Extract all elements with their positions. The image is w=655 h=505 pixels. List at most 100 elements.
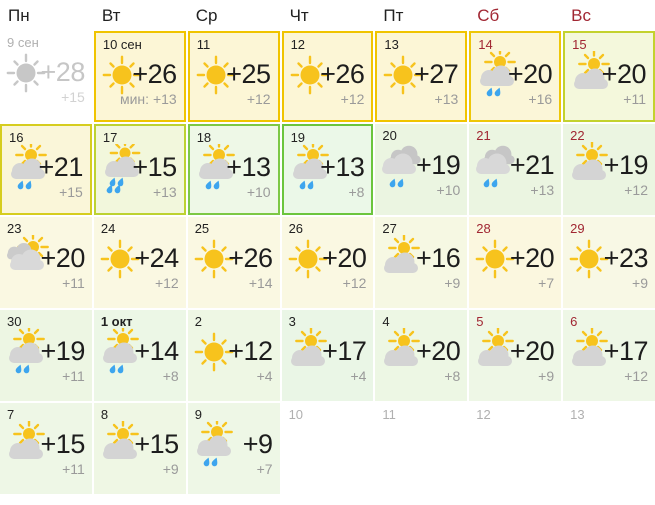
- weekday-label: Вс: [571, 6, 591, 25]
- high-temp: +20: [322, 243, 367, 273]
- low-temp: +15: [61, 89, 85, 105]
- low-temp: +7: [256, 461, 273, 477]
- cell-date: 20: [382, 128, 397, 143]
- day-cell[interactable]: 13: [563, 403, 655, 494]
- low-temp: +11: [62, 368, 85, 384]
- cell-date: 19: [290, 130, 306, 145]
- low-temp: +9: [538, 368, 555, 384]
- high-temp: +27: [413, 59, 459, 89]
- day-cell[interactable]: 28 +20 +7: [469, 217, 562, 308]
- cell-date: 4: [382, 314, 390, 329]
- cell-date: 3: [288, 314, 296, 329]
- low-temp: +8: [348, 184, 365, 200]
- sun-icon: [566, 235, 614, 285]
- low-temp: +10: [246, 184, 271, 200]
- day-cell[interactable]: 26 +20 +12: [281, 217, 374, 308]
- day-cell[interactable]: 9 сен +28 +15: [0, 31, 92, 122]
- day-cell[interactable]: 12 +26 +12: [281, 31, 374, 122]
- day-cell[interactable]: 12: [469, 403, 561, 494]
- low-temp: +14: [248, 275, 273, 291]
- day-cell[interactable]: 4 +20 +8: [375, 310, 468, 401]
- day-cell[interactable]: 22 +19 +12: [563, 124, 655, 215]
- cell-date: 10 сен: [102, 37, 142, 52]
- sun-cloud-rain-icon: [474, 51, 522, 101]
- day-cell[interactable]: 17 +15 +13: [93, 124, 186, 215]
- cell-date: 21: [476, 128, 491, 143]
- day-cell[interactable]: 19 +13 +8: [281, 124, 374, 215]
- cell-date: 16: [9, 130, 24, 145]
- low-temp: +11: [62, 461, 85, 477]
- day-cell[interactable]: 5 +20 +9: [469, 310, 562, 401]
- weekday-label: Ср: [195, 6, 218, 25]
- day-cell[interactable]: 1 окт +14 +8: [93, 310, 186, 401]
- low-temp: +8: [162, 368, 179, 384]
- sun-icon: [97, 235, 145, 285]
- low-temp: +12: [624, 182, 648, 198]
- cell-date: 13: [384, 37, 399, 52]
- low-temp: +16: [528, 91, 553, 107]
- high-temp: +19: [40, 336, 86, 366]
- cell-date: 12: [476, 407, 491, 422]
- cell-date: 9 сен: [7, 35, 39, 50]
- day-cell[interactable]: 11 +25 +12: [187, 31, 280, 122]
- sun-icon: [191, 235, 239, 285]
- sun-icon: [99, 51, 147, 101]
- day-cell[interactable]: 10 сен +26 мин: +13: [93, 31, 186, 122]
- day-cell[interactable]: 9 +9 +7: [187, 403, 280, 494]
- day-cell[interactable]: 23 +20 +11: [0, 217, 92, 308]
- cell-date: 23: [7, 221, 22, 236]
- high-temp: +21: [38, 152, 84, 182]
- low-temp: +4: [256, 368, 273, 384]
- sun-icon: [287, 51, 335, 101]
- sun-cloud-rain-icon: [287, 144, 335, 194]
- high-temp: +19: [603, 150, 649, 180]
- high-temp: +23: [603, 243, 649, 273]
- cell-date: 28: [476, 221, 491, 236]
- day-cell[interactable]: 15 +20 +11: [563, 31, 655, 122]
- cell-date: 5: [476, 314, 484, 329]
- weekday-label: Пт: [383, 6, 404, 25]
- sun-gray-icon: [3, 49, 51, 99]
- sun-cloud-rain4-icon: [99, 144, 147, 194]
- day-cell[interactable]: 2 +12 +4: [187, 310, 280, 401]
- day-cell[interactable]: 8 +15 +9: [93, 403, 186, 494]
- cell-date: 27: [382, 221, 397, 236]
- clouds-sun-icon: [3, 235, 51, 285]
- day-cell[interactable]: 16 +21 +15: [0, 124, 92, 215]
- day-cell[interactable]: 30 +19 +11: [0, 310, 92, 401]
- cell-date: 24: [100, 221, 116, 236]
- cell-date: 11: [382, 407, 396, 422]
- sun-cloud-icon: [568, 51, 616, 101]
- weekday-label: Сб: [477, 6, 500, 25]
- low-temp: +13: [434, 91, 459, 107]
- day-cell[interactable]: 24 +24 +12: [93, 217, 186, 308]
- day-cell[interactable]: 14 +20 +16: [469, 31, 562, 122]
- sun-cloud-icon: [566, 142, 614, 192]
- sun-cloud-rain-icon: [191, 421, 239, 471]
- day-cell[interactable]: 18 +13 +10: [187, 124, 280, 215]
- high-temp: +16: [415, 243, 461, 273]
- high-temp: +14: [134, 336, 179, 366]
- high-temp: +20: [507, 59, 553, 89]
- high-temp: +26: [132, 59, 177, 89]
- day-cell[interactable]: 7 +15 +11: [0, 403, 92, 494]
- day-cell[interactable]: 13 +27 +13: [375, 31, 468, 122]
- day-cell[interactable]: 20 +19 +10: [375, 124, 468, 215]
- low-temp: +15: [59, 184, 83, 200]
- day-cell[interactable]: 6 +17 +12: [563, 310, 655, 401]
- high-temp: +9: [242, 429, 273, 459]
- sun-cloud-rain-icon: [3, 328, 51, 378]
- cell-date: 26: [288, 221, 304, 236]
- sun-cloud-rain-icon: [193, 144, 241, 194]
- day-cell[interactable]: 11: [375, 403, 467, 494]
- high-temp: +15: [40, 429, 86, 459]
- day-cell[interactable]: 25 +26 +14: [187, 217, 280, 308]
- day-cell[interactable]: 10: [282, 403, 374, 494]
- day-cell[interactable]: 27 +16 +9: [375, 217, 468, 308]
- day-cell[interactable]: 3 +17 +4: [281, 310, 374, 401]
- low-temp: +13: [530, 182, 555, 198]
- sun-cloud-icon: [472, 328, 520, 378]
- day-cell[interactable]: 21 +21 +13: [469, 124, 562, 215]
- day-cell[interactable]: 29 +23 +9: [563, 217, 655, 308]
- high-temp: +19: [415, 150, 461, 180]
